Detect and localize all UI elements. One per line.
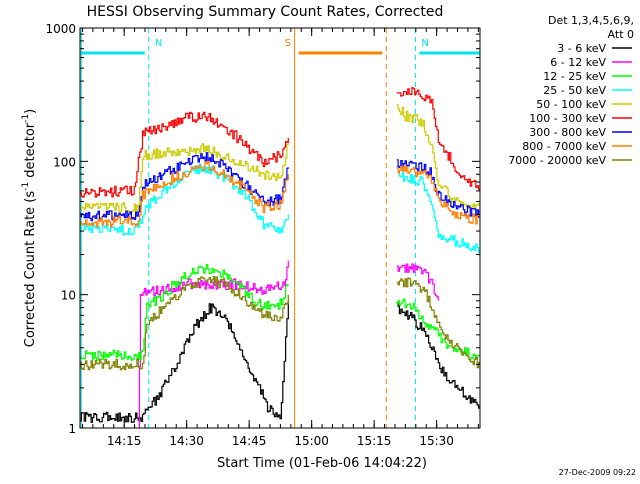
x-tick-label-5: 15:30 (419, 434, 454, 448)
legend-label-8: 7000 - 20000 keV (508, 154, 606, 167)
series-line-2-part-0 (80, 264, 289, 361)
series-line-2-part-1 (396, 298, 480, 360)
legend-header-line-2: Att 0 (608, 28, 634, 41)
series-line-5-part-1 (396, 87, 480, 191)
series-line-4-part-1 (396, 104, 480, 211)
x-tick-label-1: 14:30 (169, 434, 204, 448)
series-line-1-part-1 (396, 263, 439, 301)
series-line-4-part-0 (80, 141, 289, 214)
series-layer (80, 87, 480, 428)
legend-label-7: 800 - 7000 keV (522, 140, 606, 153)
x-tick-label-0: 14:15 (107, 434, 142, 448)
legend-label-6: 300 - 800 keV (529, 126, 606, 139)
y-tick-label-2: 100 (53, 155, 76, 169)
legend-label-1: 6 - 12 keV (550, 56, 606, 69)
series-line-7-part-0 (80, 160, 289, 228)
series-line-0-part-1 (396, 301, 480, 409)
x-tick-label-2: 14:45 (232, 434, 267, 448)
series-line-5-part-0 (80, 111, 289, 198)
series-line-6-part-0 (80, 152, 289, 222)
series-line-7-part-1 (396, 165, 480, 225)
legend-header-line-1: Det 1,3,4,5,6,9, (548, 14, 634, 27)
x-tick-label-3: 15:00 (294, 434, 329, 448)
marker-label-1: N (421, 38, 428, 49)
legend-label-3: 25 - 50 keV (543, 84, 606, 97)
series-line-8-part-1 (396, 277, 480, 369)
y-tick-label-3: 1000 (45, 22, 76, 36)
x-tick-label-4: 15:15 (357, 434, 392, 448)
series-line-6-part-1 (396, 159, 480, 218)
y-axis-label: Corrected Count Rate (s-1 detector-1) (21, 109, 38, 347)
legend-label-2: 12 - 25 keV (543, 70, 606, 83)
timestamp: 27-Dec-2009 09:22 (559, 468, 636, 477)
series-line-3-part-1 (396, 165, 480, 253)
legend-label-0: 3 - 6 keV (557, 42, 606, 55)
series-line-0-part-0 (80, 300, 289, 423)
legend-label-5: 100 - 300 keV (529, 112, 606, 125)
y-tick-label-0: 1 (68, 422, 76, 436)
marker-label-2: S (285, 38, 291, 49)
x-axis-label: Start Time (01-Feb-06 14:04:22) (217, 456, 427, 471)
series-line-3-part-0 (80, 163, 289, 236)
y-tick-label-1: 10 (61, 289, 76, 303)
chart-title: HESSI Observing Summary Count Rates, Cor… (87, 4, 444, 20)
legend-label-4: 50 - 100 keV (536, 98, 606, 111)
marker-label-0: N (155, 38, 162, 49)
series-line-8-part-0 (80, 276, 289, 371)
series-line-1-part-0 (138, 260, 289, 428)
axis-layer: 1 10 100 1000 14:15 14:30 14:45 15:00 15:15 15:30 (45, 22, 480, 448)
